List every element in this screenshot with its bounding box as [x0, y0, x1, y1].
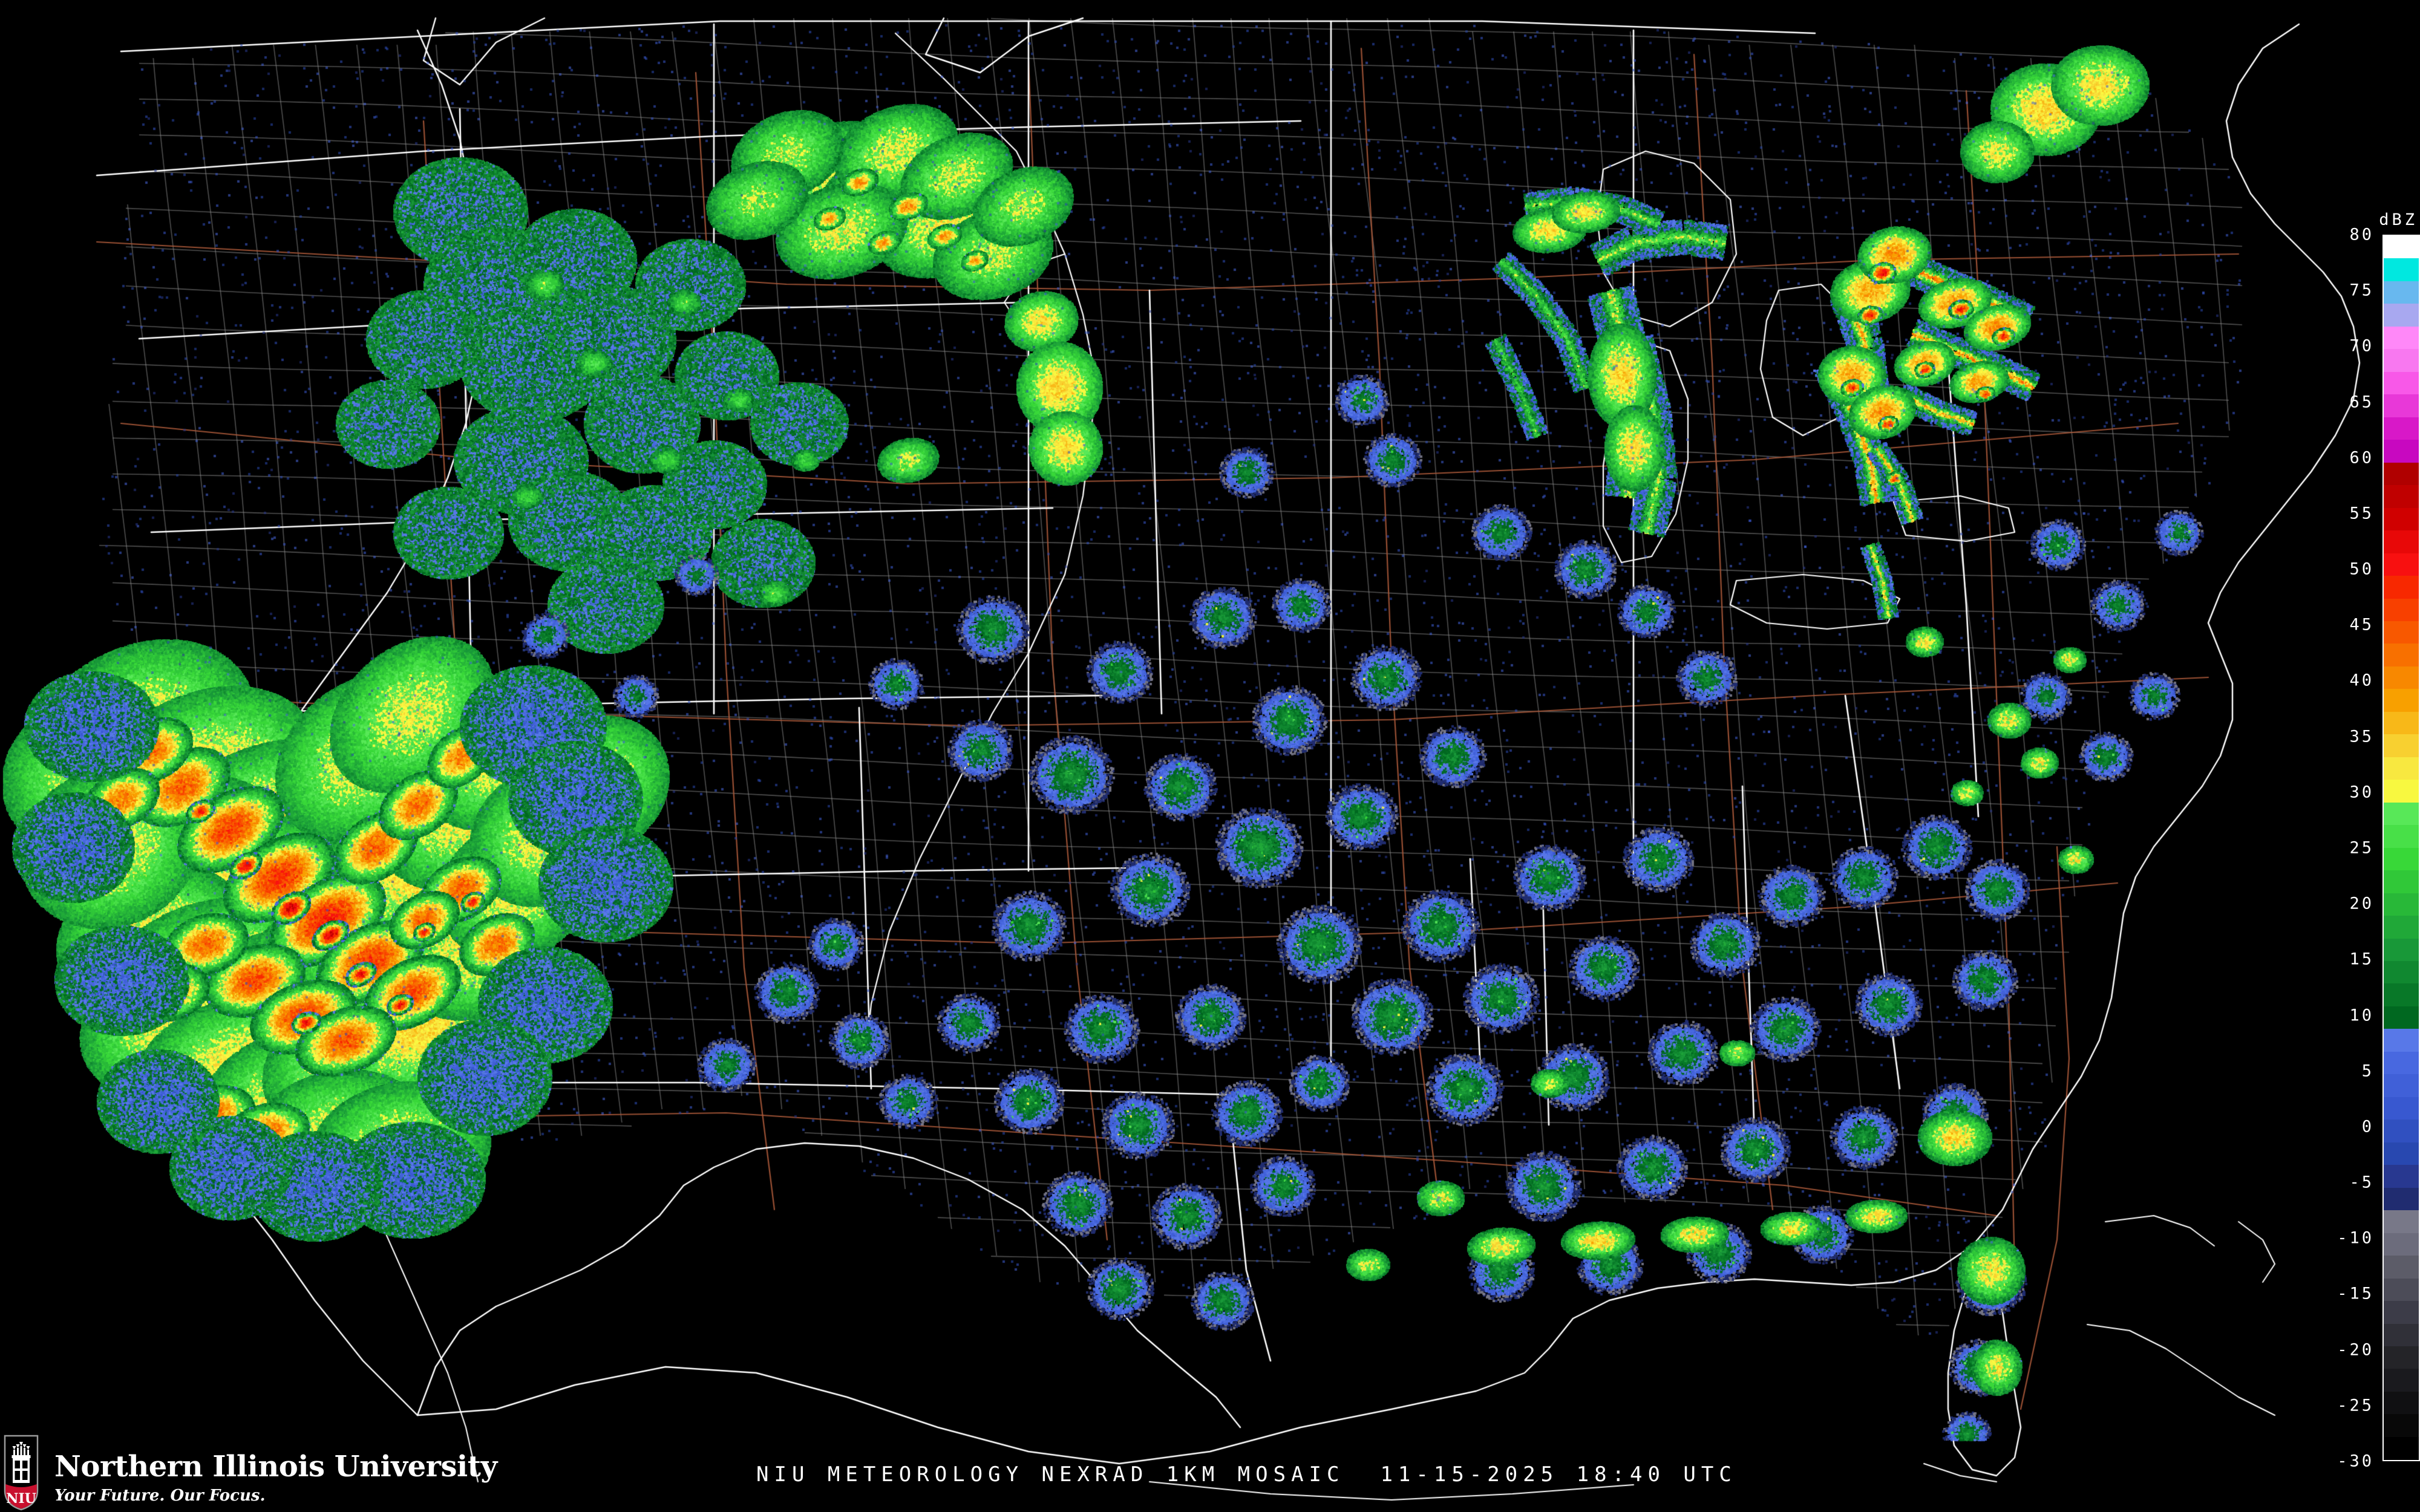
niu-branding: NIU Northern Illinois University Your Fu…: [4, 1433, 497, 1511]
colorbar-swatch: [2384, 258, 2419, 281]
colorbar-swatch: [2384, 507, 2419, 531]
colorbar-swatch: [2384, 1074, 2419, 1097]
colorbar-tick: -5: [2349, 1173, 2374, 1192]
colorbar-tick: 70: [2349, 336, 2374, 356]
colorbar-swatch: [2384, 1029, 2419, 1052]
colorbar-swatch: [2384, 236, 2419, 259]
colorbar-swatch: [2384, 1210, 2419, 1233]
caption-bar: NIU METEOROLOGY NEXRAD 1KM MOSAIC 11-15-…: [0, 1439, 2420, 1512]
niu-shield-logo-icon: NIU: [4, 1435, 39, 1511]
colorbar-tick: 30: [2349, 783, 2374, 802]
colorbar-swatch: [2384, 462, 2419, 486]
colorbar-swatch: [2384, 780, 2419, 803]
colorbar-tick: 65: [2349, 393, 2374, 412]
niu-wordmark: Northern Illinois University Your Future…: [54, 1452, 497, 1511]
colorbar-swatch: [2384, 983, 2419, 1006]
colorbar-tick: 45: [2349, 615, 2374, 634]
colorbar-tick: 5: [2361, 1061, 2374, 1081]
niu-shield-text: NIU: [6, 1491, 36, 1507]
colorbar-tick: 60: [2349, 448, 2374, 468]
colorbar-swatch: [2384, 1165, 2419, 1188]
colorbar-swatch: [2384, 1097, 2419, 1120]
colorbar-tick: -10: [2337, 1228, 2374, 1248]
colorbar-legend: dBZ 80 75 70 65 60 55 50 45 40 35 30 25 20 15 10 5 0 -5 -1…: [2335, 210, 2420, 1471]
colorbar-swatch: [2384, 1233, 2419, 1256]
colorbar-swatch: [2384, 1436, 2419, 1460]
colorbar-swatch: [2384, 1256, 2419, 1279]
colorbar-swatch: [2384, 304, 2419, 327]
colorbar-units-label: dBZ: [2379, 210, 2418, 229]
colorbar-swatch: [2384, 1142, 2419, 1165]
colorbar-swatch: [2384, 371, 2419, 395]
colorbar-swatch: [2384, 1278, 2419, 1302]
colorbar-tick: -15: [2337, 1284, 2374, 1303]
colorbar-tick: 35: [2349, 727, 2374, 746]
colorbar-tick: 0: [2361, 1117, 2374, 1136]
colorbar-swatch: [2384, 576, 2419, 599]
colorbar-swatch: [2384, 485, 2419, 508]
colorbar-tick: 40: [2349, 671, 2374, 690]
colorbar-tick: 75: [2349, 281, 2374, 300]
colorbar-swatch: [2384, 1391, 2419, 1415]
colorbar-swatch: [2384, 1051, 2419, 1075]
colorbar-tick: -30: [2337, 1452, 2374, 1471]
colorbar-swatch: [2384, 326, 2419, 350]
colorbar-tick: 80: [2349, 225, 2374, 244]
product-caption: NIU METEOROLOGY NEXRAD 1KM MOSAIC 11-15-…: [756, 1462, 1737, 1487]
colorbar-swatch: [2384, 440, 2419, 463]
colorbar-swatch: [2384, 825, 2419, 848]
colorbar-swatch: [2384, 916, 2419, 939]
colorbar-swatch: [2384, 553, 2419, 576]
colorbar-swatch: [2384, 1323, 2419, 1346]
colorbar-swatch: [2384, 802, 2419, 826]
colorbar-swatch: [2384, 1414, 2419, 1437]
colorbar-swatch: [2384, 349, 2419, 372]
colorbar-swatch: [2384, 621, 2419, 644]
colorbar-swatch: [2384, 530, 2419, 553]
colorbar-tick: 50: [2349, 559, 2374, 579]
colorbar-swatch: [2384, 870, 2419, 893]
colorbar-swatch: [2384, 938, 2419, 961]
colorbar-swatch: [2384, 1006, 2419, 1029]
colorbar-tick: -25: [2337, 1396, 2374, 1415]
colorbar-swatch: [2384, 1187, 2419, 1211]
university-name: Northern Illinois University: [54, 1450, 497, 1484]
colorbar-swatch: [2384, 281, 2419, 304]
colorbar-swatch: [2384, 711, 2419, 735]
colorbar-tick: 10: [2349, 1006, 2374, 1025]
colorbar-tick: 25: [2349, 838, 2374, 858]
colorbar-tick: 20: [2349, 894, 2374, 913]
colorbar-swatch: [2384, 417, 2419, 440]
colorbar-swatch: [2384, 847, 2419, 871]
colorbar-swatch: [2384, 734, 2419, 757]
colorbar-swatch: [2384, 1301, 2419, 1324]
colorbar-tick: -20: [2337, 1340, 2374, 1360]
colorbar-swatch: [2384, 598, 2419, 621]
colorbar-tick: 55: [2349, 504, 2374, 523]
colorbar-swatch: [2384, 666, 2419, 689]
colorbar-swatch: [2384, 1119, 2419, 1142]
university-tagline: Your Future. Our Focus.: [54, 1487, 266, 1505]
colorbar-swatch: [2384, 394, 2419, 417]
colorbar-swatch: [2384, 757, 2419, 780]
colorbar-gradient-strip: [2382, 235, 2420, 1461]
colorbar-swatch: [2384, 1369, 2419, 1392]
colorbar-swatch: [2384, 644, 2419, 666]
colorbar-swatch: [2384, 961, 2419, 984]
colorbar-swatch: [2384, 689, 2419, 712]
colorbar-tick: 15: [2349, 950, 2374, 969]
colorbar-swatch: [2384, 1346, 2419, 1369]
colorbar-tick-labels: 80 75 70 65 60 55 50 45 40 35 30 25 20 15 10 5 0 -5 -10 -15…: [2306, 226, 2379, 1471]
colorbar-swatch: [2384, 893, 2419, 916]
